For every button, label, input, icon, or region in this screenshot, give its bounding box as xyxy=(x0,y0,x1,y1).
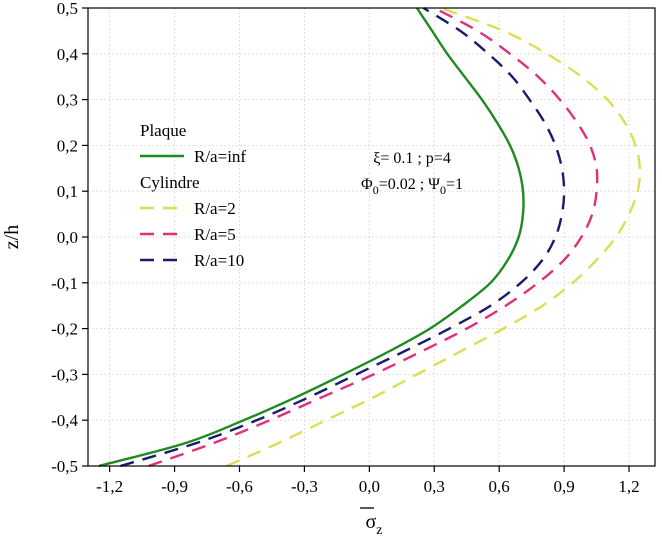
x-tick-label: 0,6 xyxy=(489,477,510,496)
y-tick-label: 0,5 xyxy=(57,0,78,18)
y-tick-label: -0,4 xyxy=(51,411,78,430)
x-tick-label: -0,3 xyxy=(291,477,318,496)
y-tick-label: 0,0 xyxy=(57,228,78,247)
y-tick-label: 0,2 xyxy=(57,136,78,155)
x-axis-title-subscript: z xyxy=(376,523,382,538)
y-tick-label: 0,3 xyxy=(57,91,78,110)
y-axis-title: z/h xyxy=(1,225,23,249)
x-axis-title-text: σz xyxy=(366,511,383,538)
annotation-subscript: 0 xyxy=(373,183,379,197)
legend-entry-label: R/a=2 xyxy=(194,199,236,218)
x-axis-ticks: -1,2 -0,9 -0,6 -0,3 0,0 0,3 0,6 0,9 1,2 xyxy=(96,466,640,496)
annotation-line: ξ= 0.1 ; p=4 xyxy=(373,150,451,167)
legend: Plaque R/a=inf Cylindre R/a=2 R/a=5 R/a=10 xyxy=(140,121,246,270)
legend-entry-label: R/a=inf xyxy=(194,147,246,166)
series-line-r-a-inf xyxy=(98,7,525,468)
x-tick-label: 0,3 xyxy=(424,477,445,496)
y-tick-label: -0,5 xyxy=(51,457,78,476)
series-line-r-a-5 xyxy=(148,6,599,468)
annotation-subscript: 0 xyxy=(440,183,446,197)
annotation-text-part: Φ xyxy=(361,176,373,193)
x-tick-label: -0,9 xyxy=(161,477,188,496)
x-axis-title-symbol: σ xyxy=(366,511,377,533)
y-tick-label: -0,1 xyxy=(51,274,78,293)
annotation-text-part: Ψ xyxy=(428,176,440,193)
x-tick-label: 0,0 xyxy=(359,477,380,496)
x-tick-label: 0,9 xyxy=(553,477,574,496)
y-tick-label: -0,2 xyxy=(51,320,78,339)
y-tick-label: 0,4 xyxy=(57,45,79,64)
annotation-line: Φ0=0.02 ; Ψ0=1 xyxy=(361,176,463,197)
x-tick-label: -1,2 xyxy=(96,477,123,496)
series-line-r-a-2 xyxy=(226,6,642,468)
annotation-text-part: =1 xyxy=(446,176,463,193)
x-axis-title: σz xyxy=(360,507,383,538)
y-tick-label: -0,3 xyxy=(51,365,78,384)
legend-entry-label: R/a=10 xyxy=(194,251,244,270)
legend-group-title: Plaque xyxy=(140,121,186,140)
y-axis-ticks: -0,5 -0,4 -0,3 -0,2 -0,1 0,0 0,1 0,2 0,3 0,4 0,5 xyxy=(51,0,88,476)
parameter-annotation: ξ= 0.1 ; p=4Φ0=0.02 ; Ψ0=1 xyxy=(361,150,463,197)
legend-entry-label: R/a=5 xyxy=(194,225,236,244)
y-tick-label: 0,1 xyxy=(57,182,78,201)
annotation-text-part: =0.02 ; xyxy=(379,176,428,193)
series-lines xyxy=(98,6,642,468)
legend-group-title: Cylindre xyxy=(140,173,200,192)
annotation-text-part: ξ= 0.1 ; p=4 xyxy=(373,150,451,167)
x-tick-label: -0,6 xyxy=(226,477,253,496)
x-tick-label: 1,2 xyxy=(618,477,639,496)
